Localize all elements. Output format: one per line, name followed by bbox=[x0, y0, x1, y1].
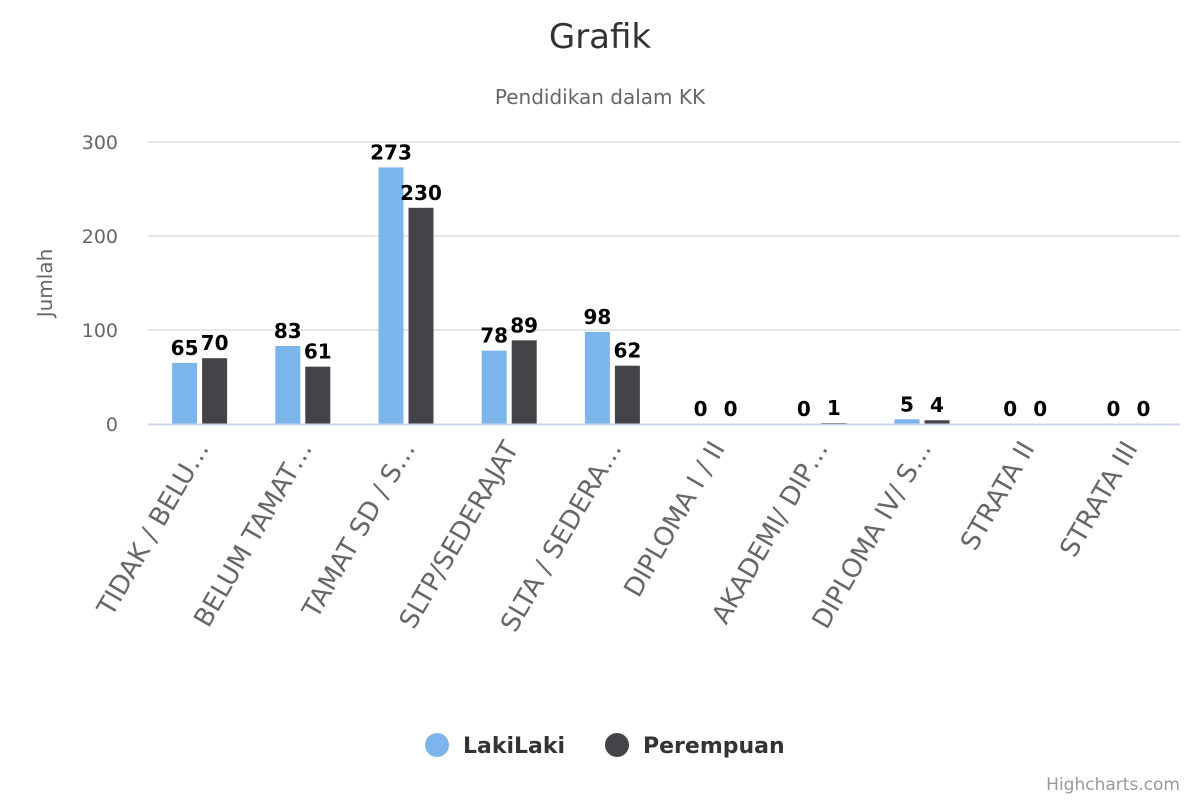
data-label: 83 bbox=[274, 319, 302, 343]
x-axis-ticks: TIDAK / BELU…BELUM TAMAT…TAMAT SD / S…SL… bbox=[91, 436, 1144, 637]
bar[interactable] bbox=[894, 419, 920, 424]
legend-swatch bbox=[425, 733, 449, 757]
data-label: 65 bbox=[171, 336, 199, 360]
bar[interactable] bbox=[408, 207, 434, 424]
legend-swatch bbox=[605, 733, 629, 757]
bar[interactable] bbox=[275, 345, 301, 424]
chart-subtitle: Pendidikan dalam KK bbox=[495, 85, 706, 109]
bar[interactable] bbox=[305, 366, 331, 424]
y-tick-label: 100 bbox=[82, 320, 118, 342]
data-label: 5 bbox=[900, 392, 914, 416]
data-label: 0 bbox=[797, 397, 811, 421]
data-label: 98 bbox=[583, 305, 611, 329]
y-tick-label: 0 bbox=[106, 414, 118, 436]
x-tick-label: STRATA II bbox=[955, 437, 1041, 556]
legend-label: Perempuan bbox=[643, 734, 785, 759]
bar[interactable] bbox=[511, 340, 537, 424]
x-tick-label: DIPLOMA I / II bbox=[619, 437, 732, 603]
data-label: 0 bbox=[1136, 397, 1150, 421]
bar[interactable] bbox=[481, 350, 507, 424]
data-label: 0 bbox=[724, 397, 738, 421]
y-axis-title: Jumlah bbox=[33, 249, 57, 320]
data-label: 273 bbox=[370, 140, 412, 164]
chart-title: Grafik bbox=[549, 17, 652, 57]
legend-item[interactable]: Perempuan bbox=[605, 733, 785, 759]
bar[interactable] bbox=[924, 420, 950, 424]
legend: LakiLaki Perempuan bbox=[425, 733, 785, 759]
x-tick-label: AKADEMI/ DIP… bbox=[706, 437, 835, 630]
data-label: 70 bbox=[201, 331, 229, 355]
x-tick-label: TIDAK / BELU… bbox=[91, 437, 215, 622]
bar[interactable] bbox=[614, 365, 640, 424]
y-axis-ticks: 0 100 200 300 bbox=[82, 132, 118, 436]
bar[interactable] bbox=[378, 167, 404, 424]
gridlines bbox=[148, 141, 1180, 331]
y-tick-label: 300 bbox=[82, 132, 118, 154]
x-tick-label: TAMAT SD / S… bbox=[296, 437, 422, 625]
data-label: 0 bbox=[1003, 397, 1017, 421]
bar[interactable] bbox=[202, 358, 228, 424]
x-tick-label: STRATA III bbox=[1054, 437, 1144, 563]
data-label: 89 bbox=[510, 313, 538, 337]
data-label: 78 bbox=[480, 324, 508, 348]
bar[interactable] bbox=[584, 331, 610, 424]
data-label: 4 bbox=[930, 393, 944, 417]
bar[interactable] bbox=[172, 362, 198, 424]
bars bbox=[172, 167, 950, 424]
data-label: 62 bbox=[613, 339, 641, 363]
credits[interactable]: Highcharts.com bbox=[1046, 775, 1180, 795]
data-label: 0 bbox=[1033, 397, 1047, 421]
data-label: 230 bbox=[400, 181, 442, 205]
data-label: 0 bbox=[1106, 397, 1120, 421]
legend-label: LakiLaki bbox=[463, 734, 565, 759]
legend-item[interactable]: LakiLaki bbox=[425, 733, 565, 759]
data-label: 1 bbox=[827, 396, 841, 420]
y-tick-label: 200 bbox=[82, 226, 118, 248]
data-label: 61 bbox=[304, 340, 332, 364]
data-label: 0 bbox=[694, 397, 708, 421]
